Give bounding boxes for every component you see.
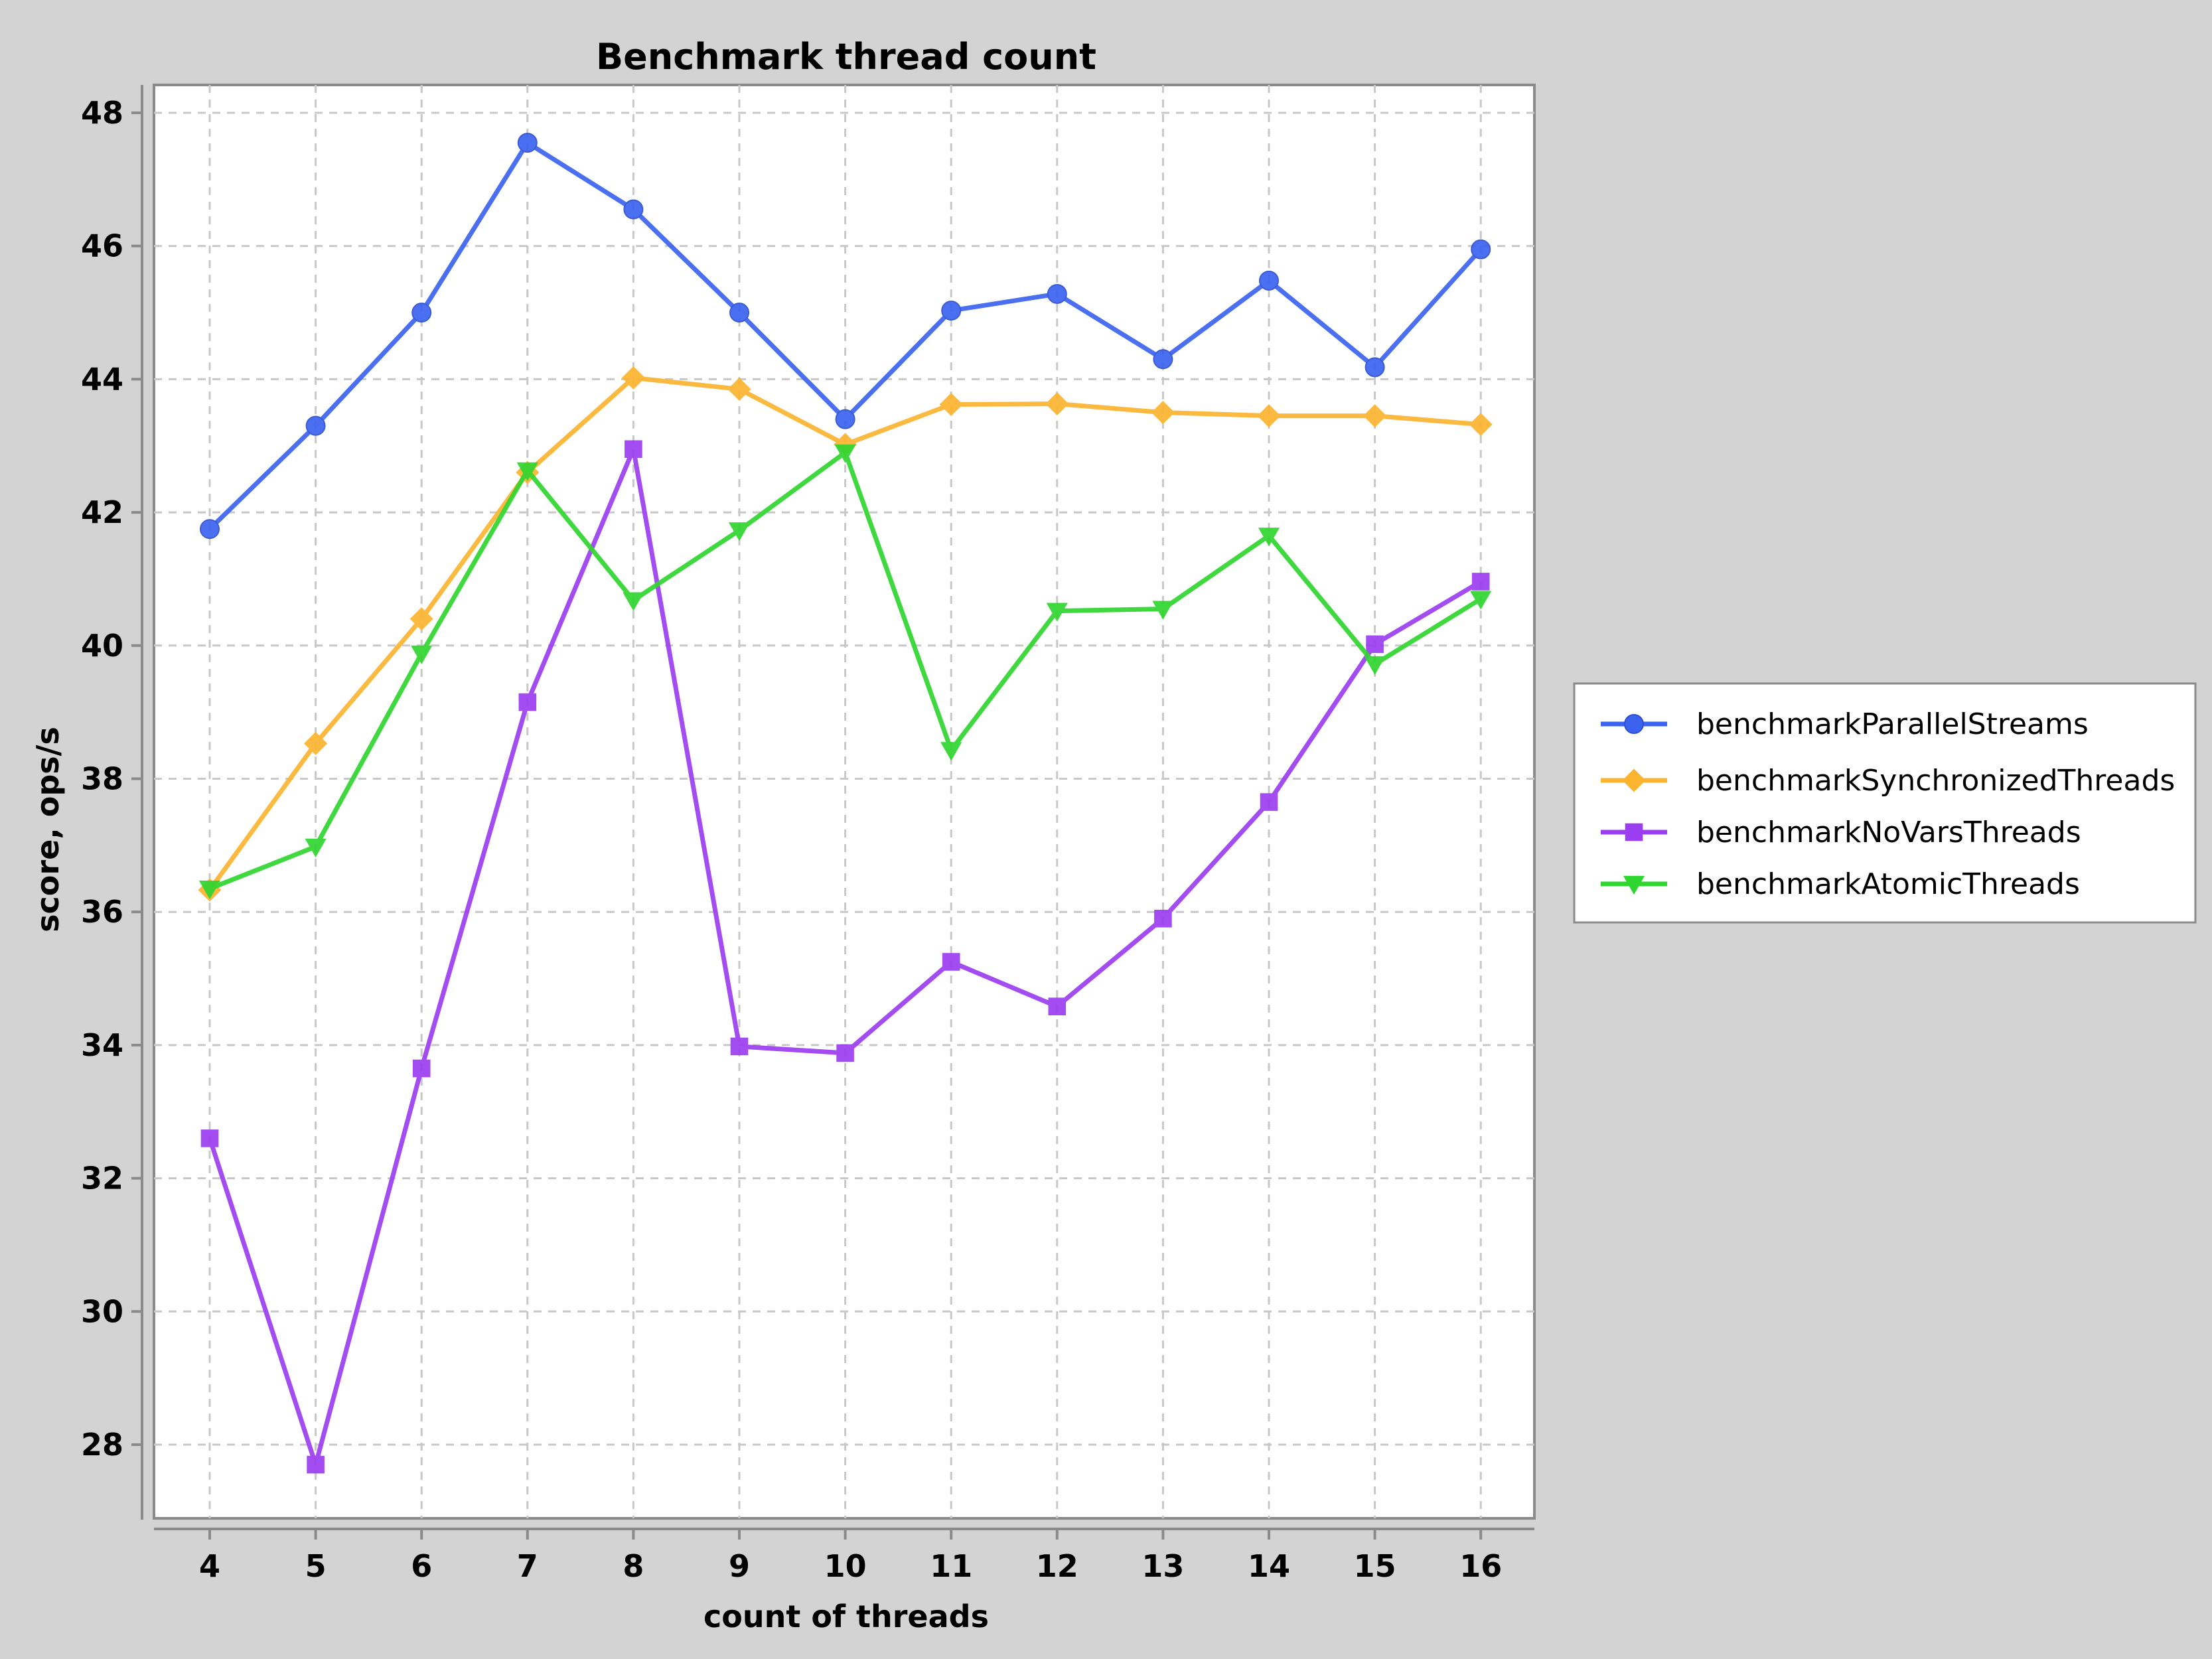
data-point: [307, 1455, 325, 1474]
data-point: [1470, 591, 1492, 610]
legend-label: benchmarkAtomicThreads: [1696, 867, 2080, 901]
data-point: [1364, 656, 1386, 675]
data-point: [729, 303, 749, 323]
data-point: [1469, 413, 1493, 437]
y-axis-title: score, ops/s: [30, 727, 66, 932]
x-tick-label: 4: [199, 1548, 220, 1584]
legend-marker: [1622, 768, 1646, 792]
x-tick-label: 8: [623, 1548, 644, 1584]
data-point: [1259, 270, 1279, 291]
data-point: [305, 838, 327, 857]
legend-label: benchmarkParallelStreams: [1696, 707, 2089, 741]
x-axis-title: count of threads: [703, 1599, 989, 1634]
y-tick-label: 48: [81, 95, 123, 131]
data-point: [623, 199, 644, 220]
data-point: [1045, 392, 1069, 416]
data-point: [621, 366, 645, 390]
data-point: [304, 731, 328, 755]
x-tick-label: 7: [517, 1548, 538, 1584]
data-point: [939, 393, 963, 417]
x-tick-label: 13: [1142, 1548, 1184, 1584]
y-tick-label: 32: [81, 1161, 123, 1196]
y-tick-label: 42: [81, 494, 123, 530]
x-tick-label: 15: [1354, 1548, 1396, 1584]
y-tick-label: 40: [81, 628, 123, 664]
data-point: [835, 409, 855, 429]
data-point: [942, 953, 960, 971]
data-point: [411, 303, 432, 323]
x-tick-label: 14: [1248, 1548, 1290, 1584]
plot-frame: [153, 84, 1536, 1520]
data-point: [1366, 635, 1384, 654]
data-point: [1047, 283, 1067, 304]
data-point: [728, 522, 751, 541]
x-tick-label: 11: [930, 1548, 972, 1584]
y-tick-label: 28: [81, 1427, 123, 1463]
data-point: [198, 881, 221, 900]
data-point: [1260, 793, 1278, 811]
y-tick-label: 46: [81, 228, 123, 264]
legend-label: benchmarkNoVarsThreads: [1696, 816, 2081, 849]
data-point: [409, 607, 433, 631]
y-tick-label: 44: [81, 361, 123, 397]
data-point: [411, 645, 433, 664]
data-point: [1258, 528, 1280, 547]
legend-item: benchmarkSynchronizedThreads: [1601, 764, 2175, 798]
data-point: [1046, 603, 1068, 622]
data-point: [305, 415, 326, 436]
data-point: [516, 462, 538, 481]
legend-item: benchmarkParallelStreams: [1601, 707, 2089, 741]
data-point: [517, 133, 538, 153]
x-tick-label: 5: [305, 1548, 327, 1584]
data-point: [625, 440, 642, 459]
legend-marker: [1623, 875, 1645, 895]
data-point: [1364, 357, 1385, 378]
data-point: [836, 1044, 854, 1062]
data-point: [1257, 404, 1281, 428]
legend-item: benchmarkNoVarsThreads: [1601, 816, 2081, 849]
data-point: [200, 1129, 219, 1147]
chart-title: Benchmark thread count: [596, 36, 1096, 78]
data-point: [1153, 349, 1173, 370]
data-point: [1471, 573, 1490, 591]
legend: benchmarkParallelStreams benchmarkSynchro…: [1573, 682, 2197, 924]
legend-box: [1573, 682, 2197, 924]
y-tick-label: 38: [81, 761, 123, 797]
x-tick-label: 10: [824, 1548, 867, 1584]
legend-label: benchmarkSynchronizedThreads: [1696, 764, 2175, 798]
x-tick-label: 9: [729, 1548, 750, 1584]
series-benchmarkAtomicThreads: [198, 444, 1492, 900]
y-tick-label: 34: [81, 1027, 123, 1063]
data-point: [1151, 401, 1175, 425]
legend-marker: [1625, 823, 1643, 841]
y-tick-label: 36: [81, 894, 123, 930]
x-tick-label: 6: [411, 1548, 432, 1584]
data-point: [412, 1059, 431, 1078]
data-point: [834, 444, 856, 463]
data-point: [1154, 909, 1172, 928]
data-point: [727, 377, 751, 401]
data-point: [1471, 239, 1491, 259]
data-point: [730, 1037, 749, 1056]
x-tick-label: 12: [1036, 1548, 1078, 1584]
y-tick-label: 30: [81, 1293, 123, 1329]
data-point: [200, 519, 220, 540]
data-point: [1363, 404, 1387, 428]
data-point: [1152, 601, 1174, 620]
data-point: [941, 301, 962, 321]
data-point: [1048, 997, 1067, 1015]
data-point: [940, 742, 962, 761]
x-tick-label: 16: [1459, 1548, 1502, 1584]
legend-marker: [1624, 714, 1644, 734]
data-point: [623, 592, 644, 611]
series-benchmarkParallelStreams: [200, 133, 1491, 540]
legend-item: benchmarkAtomicThreads: [1601, 867, 2080, 901]
series-benchmarkNoVarsThreads: [200, 440, 1490, 1474]
data-point: [518, 693, 537, 711]
plot-area: 28 30 32 34 36 38 40 42 44 46 48 4 5 6 7 8 9 10 11 12 13 14 15…: [81, 84, 1536, 1584]
